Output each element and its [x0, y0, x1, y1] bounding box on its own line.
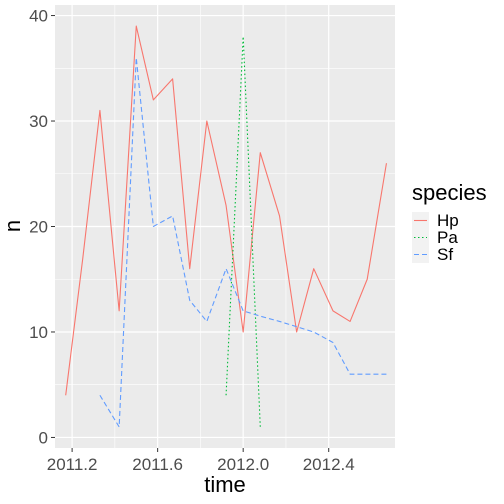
x-tick-label: 2011.6	[132, 455, 183, 474]
x-tick-label: 2012.4	[303, 455, 355, 474]
legend-title: species	[412, 180, 487, 205]
legend-label-pa: Pa	[437, 228, 458, 247]
y-axis: 0 10 20 30 40	[29, 7, 55, 447]
x-axis-title: time	[204, 472, 246, 497]
legend-key-pa	[412, 229, 429, 246]
legend-label-sf: Sf	[437, 245, 453, 264]
x-tick-label: 2011.2	[47, 455, 98, 474]
y-tick-label: 30	[29, 112, 48, 131]
grid-major	[55, 5, 395, 448]
series-line-hp	[65, 25, 387, 396]
y-tick-label: 20	[29, 218, 48, 237]
y-tick-label: 0	[39, 428, 48, 447]
series-layer	[65, 25, 387, 428]
legend-key-sf	[412, 246, 429, 263]
legend-label-hp: Hp	[437, 211, 459, 230]
x-axis: 2011.2 2011.6 2012.0 2012.4	[47, 448, 355, 474]
y-tick-label: 10	[29, 323, 48, 342]
x-tick-label: 2012.0	[217, 455, 269, 474]
y-tick-label: 40	[29, 7, 48, 26]
series-line-sf	[99, 57, 387, 428]
y-axis-title: n	[0, 220, 25, 232]
